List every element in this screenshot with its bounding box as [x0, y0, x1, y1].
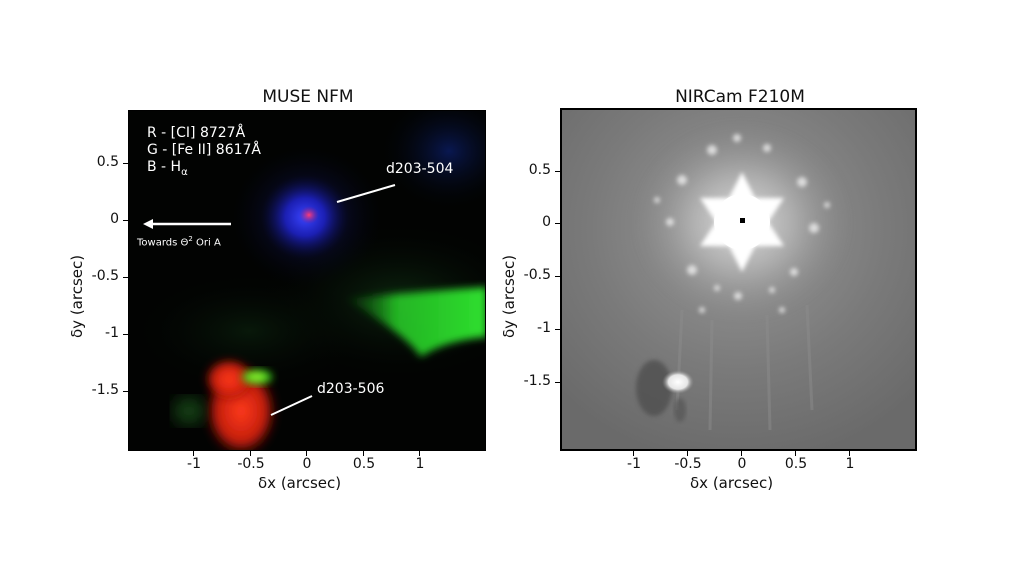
right-ytick-mark — [555, 329, 560, 330]
left-ytick-label: -1 — [105, 325, 119, 341]
left-ytick-mark — [123, 163, 128, 164]
right-ytick-mark — [555, 171, 560, 172]
arrow-label-sup: 2 — [188, 235, 193, 243]
right-xtick-mark — [633, 451, 634, 456]
arrow-label: Towards Θ2 Ori A — [137, 235, 221, 248]
left-xtick-label: 1 — [415, 456, 425, 472]
left-ytick-mark — [123, 220, 128, 221]
right-ytick-label: 0 — [542, 214, 551, 230]
left-ytick-label: -0.5 — [91, 268, 119, 284]
left-xtick-label: 0 — [302, 456, 312, 472]
left-xtick-mark — [193, 451, 194, 456]
label-d203-504: d203-504 — [386, 161, 454, 177]
muse-image: R - [CI] 8727Å G - [Fe II] 8617Å B - Hα … — [128, 110, 486, 451]
nircam-image — [560, 108, 917, 451]
right-xtick-label: 0.5 — [784, 456, 808, 472]
right-xtick-mark — [687, 451, 688, 456]
left-ytick-mark — [123, 334, 128, 335]
left-xtick-label: -0.5 — [237, 456, 265, 472]
arrow-label-tail: Ori A — [192, 237, 221, 249]
left-ytick-mark — [123, 391, 128, 392]
right-panel-title: NIRCam F210M — [675, 87, 805, 107]
right-xtick-mark — [741, 451, 742, 456]
left-xtick-mark — [419, 451, 420, 456]
right-ytick-mark — [555, 382, 560, 383]
right-ytick-label: 0.5 — [528, 162, 551, 178]
left-ytick-label: 0.5 — [96, 154, 119, 170]
right-ytick-label: -1 — [537, 320, 551, 336]
right-xtick-label: 0 — [737, 456, 747, 472]
right-ytick-mark — [555, 223, 560, 224]
legend-blue-sub: α — [181, 166, 188, 178]
legend-blue: B - Hα — [147, 159, 188, 178]
left-ytick-mark — [123, 277, 128, 278]
right-xtick-label: -0.5 — [674, 456, 702, 472]
left-xtick-label: -1 — [187, 456, 201, 472]
left-ytick-label: -1.5 — [91, 382, 119, 398]
left-xlabel: δx (arcsec) — [258, 474, 342, 492]
left-xtick-mark — [250, 451, 251, 456]
right-ytick-mark — [555, 276, 560, 277]
legend-blue-text: B - H — [147, 159, 182, 175]
label-d203-506: d203-506 — [317, 381, 385, 397]
left-panel-title: MUSE NFM — [262, 87, 354, 107]
nircam-image-canvas — [562, 110, 915, 449]
left-ylabel: δy (arcsec) — [68, 254, 86, 338]
right-ylabel: δy (arcsec) — [500, 254, 518, 338]
right-xlabel: δx (arcsec) — [690, 474, 774, 492]
arrow-label-text: Towards Θ — [137, 237, 189, 249]
left-xtick-mark — [363, 451, 364, 456]
left-xtick-label: 0.5 — [352, 456, 376, 472]
right-xtick-mark — [795, 451, 796, 456]
right-xtick-label: -1 — [627, 456, 641, 472]
right-ytick-label: -1.5 — [523, 373, 551, 389]
right-xtick-label: 1 — [845, 456, 855, 472]
right-xtick-mark — [849, 451, 850, 456]
left-xtick-mark — [306, 451, 307, 456]
right-ytick-label: -0.5 — [523, 267, 551, 283]
legend-red: R - [CI] 8727Å — [147, 125, 246, 141]
muse-image-canvas — [129, 111, 485, 450]
left-ytick-label: 0 — [110, 211, 119, 227]
legend-green: G - [Fe II] 8617Å — [147, 142, 261, 158]
